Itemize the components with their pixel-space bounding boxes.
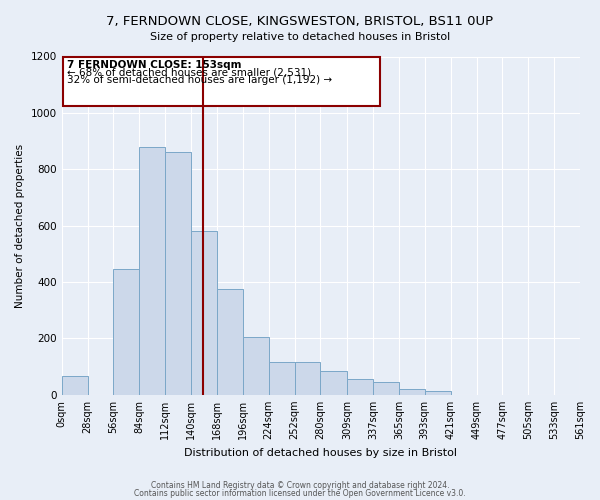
Text: 7, FERNDOWN CLOSE, KINGSWESTON, BRISTOL, BS11 0UP: 7, FERNDOWN CLOSE, KINGSWESTON, BRISTOL,… [106,15,494,28]
X-axis label: Distribution of detached houses by size in Bristol: Distribution of detached houses by size … [184,448,457,458]
Bar [320,371,347,395]
Text: ← 68% of detached houses are smaller (2,531): ← 68% of detached houses are smaller (2,… [67,68,311,78]
Bar [217,289,243,395]
Bar [165,152,191,395]
Text: 7 FERNDOWN CLOSE: 153sqm: 7 FERNDOWN CLOSE: 153sqm [67,60,242,70]
Text: Contains public sector information licensed under the Open Government Licence v3: Contains public sector information licen… [134,489,466,498]
Text: 32% of semi-detached houses are larger (1,192) →: 32% of semi-detached houses are larger (… [67,76,332,86]
Text: Size of property relative to detached houses in Bristol: Size of property relative to detached ho… [150,32,450,42]
Bar [62,58,380,106]
Bar [113,270,139,395]
Bar [373,382,399,395]
Bar [399,389,425,395]
Bar [191,232,217,395]
Y-axis label: Number of detached properties: Number of detached properties [15,144,25,308]
Bar [62,376,88,395]
Bar [425,390,451,395]
Bar [295,362,320,395]
Bar [243,337,269,395]
Bar [347,380,373,395]
Bar [269,362,295,395]
Bar [139,146,165,395]
Text: Contains HM Land Registry data © Crown copyright and database right 2024.: Contains HM Land Registry data © Crown c… [151,480,449,490]
